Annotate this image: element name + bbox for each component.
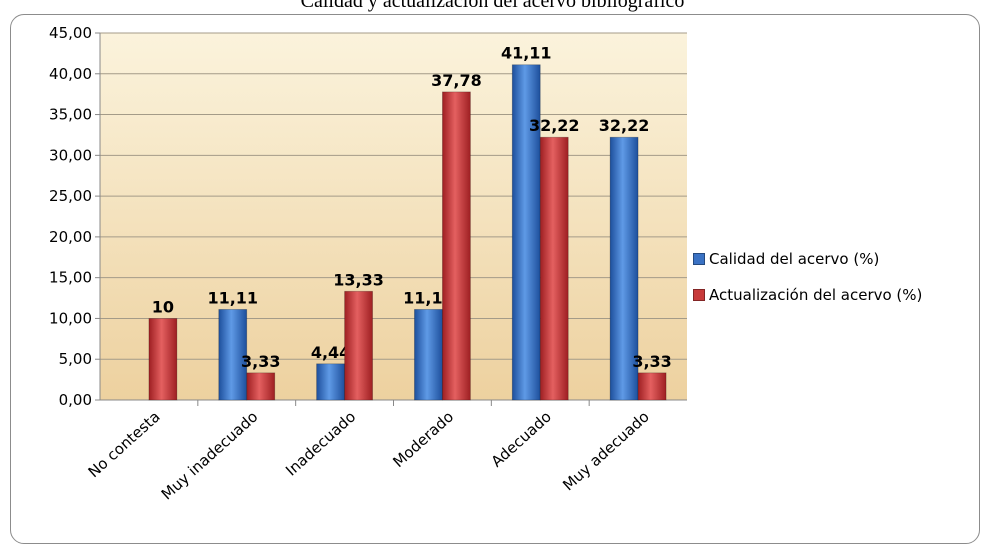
- legend-swatch-actualizacion: [693, 289, 705, 301]
- data-label-actualizacion: 37,78: [431, 71, 482, 90]
- y-tick-label: 25,00: [49, 187, 92, 205]
- chart-legend: Calidad del acervo (%) Actualización del…: [693, 248, 922, 320]
- x-tick-label: Muy adecuado: [559, 408, 653, 495]
- x-tick-label: Muy inadecuado: [158, 408, 262, 504]
- plot-area-background: [100, 33, 687, 400]
- bar-actualizacion: [539, 136, 569, 401]
- bar-actualizacion: [442, 91, 471, 401]
- legend-swatch-calidad: [693, 253, 705, 265]
- y-tick-label: 20,00: [49, 228, 92, 246]
- legend-item-actualizacion: Actualización del acervo (%): [693, 284, 922, 306]
- data-label-actualizacion: 10: [152, 297, 174, 316]
- bar-actualizacion: [637, 372, 667, 401]
- y-tick-label: 15,00: [49, 269, 92, 287]
- y-tick-label: 5,00: [59, 350, 92, 368]
- y-tick-label: 35,00: [49, 106, 92, 124]
- bar-actualizacion: [148, 318, 178, 401]
- bar-calidad: [511, 64, 541, 401]
- data-label-actualizacion: 3,33: [241, 352, 280, 371]
- data-label-actualizacion: 32,22: [529, 116, 580, 135]
- chart-title: Calidad y actualización del acervo bibli…: [300, 0, 685, 12]
- bar-calidad: [316, 363, 345, 401]
- bar-actualizacion: [344, 290, 373, 401]
- data-label-calidad: 4,44: [311, 343, 350, 362]
- bar-calidad: [218, 308, 248, 401]
- data-label-calidad: 11,11: [207, 288, 258, 307]
- data-label-calidad: 32,22: [599, 116, 650, 135]
- legend-label-actualizacion: Actualización del acervo (%): [709, 286, 923, 304]
- bar-calidad: [609, 136, 639, 401]
- x-tick-label: Adecuado: [488, 408, 555, 471]
- legend-label-calidad: Calidad del acervo (%): [709, 250, 880, 268]
- data-label-calidad: 11,11: [403, 288, 454, 307]
- y-tick-label: 30,00: [49, 146, 92, 164]
- data-label-actualizacion: 3,33: [632, 352, 671, 371]
- x-tick-label: No contesta: [85, 408, 164, 482]
- y-tick-label: 0,00: [59, 391, 92, 409]
- data-label-actualizacion: 13,33: [333, 270, 384, 289]
- bar-actualizacion: [246, 372, 276, 401]
- y-tick-label: 10,00: [49, 309, 92, 327]
- y-tick-label: 45,00: [49, 24, 92, 42]
- bar-calidad: [414, 308, 443, 401]
- x-tick-label: Moderado: [389, 408, 457, 472]
- x-tick-label: Inadecuado: [282, 408, 359, 480]
- y-tick-label: 40,00: [49, 65, 92, 83]
- data-label-calidad: 41,11: [501, 44, 552, 63]
- legend-item-calidad: Calidad del acervo (%): [693, 248, 922, 270]
